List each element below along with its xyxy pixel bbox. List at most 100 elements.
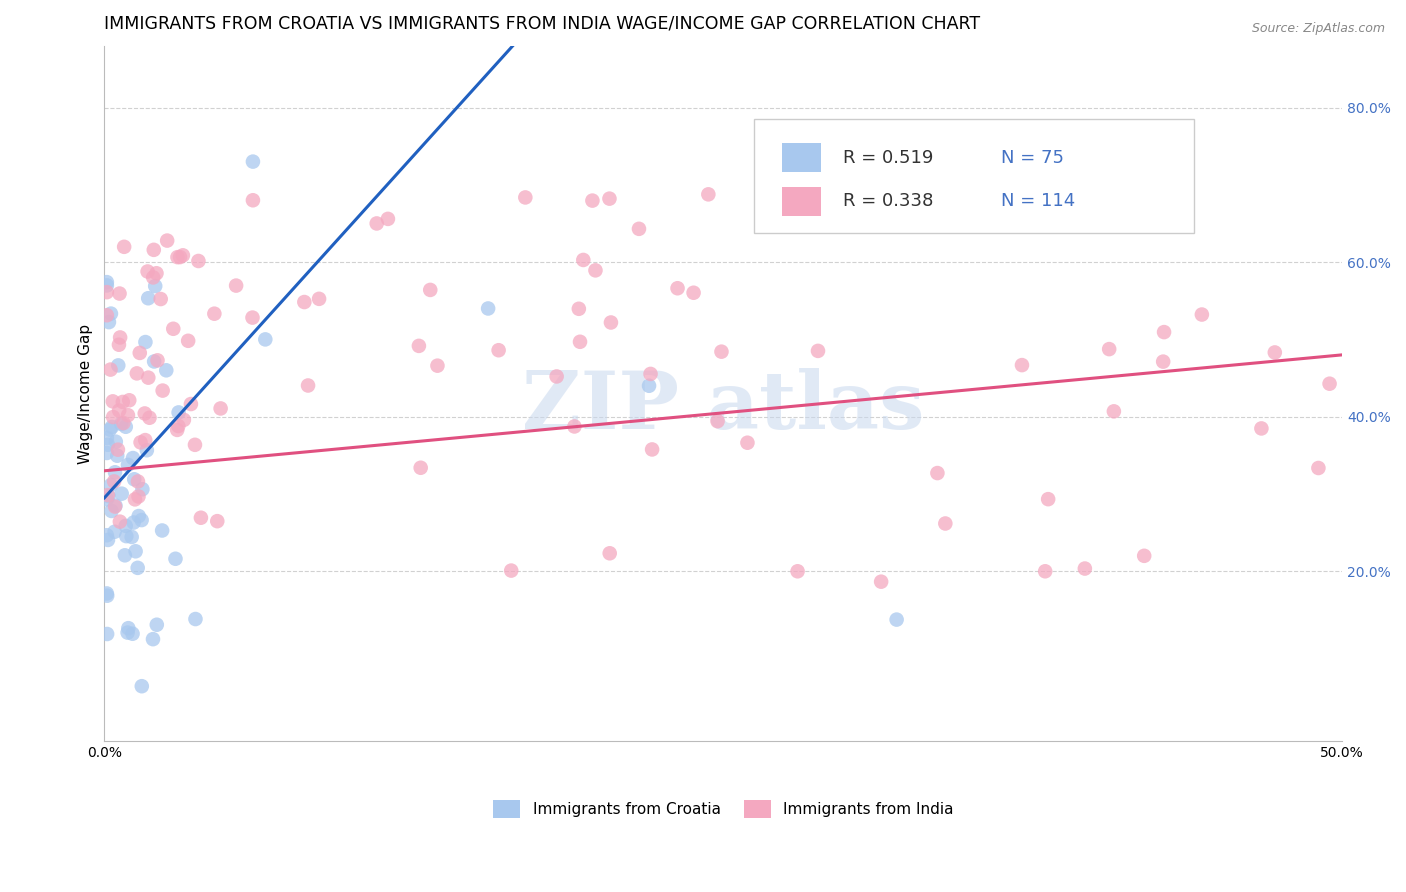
Point bbox=[138, 410, 160, 425]
Point bbox=[118, 393, 141, 408]
Point bbox=[598, 192, 620, 206]
Point bbox=[131, 513, 153, 527]
Point bbox=[100, 504, 122, 518]
Point bbox=[127, 561, 149, 575]
Point bbox=[1102, 404, 1125, 418]
Point bbox=[124, 492, 146, 507]
Point bbox=[886, 613, 908, 627]
Point bbox=[1011, 358, 1033, 372]
Point bbox=[581, 194, 603, 208]
Point bbox=[142, 632, 165, 647]
Point bbox=[515, 190, 537, 204]
Text: Source: ZipAtlas.com: Source: ZipAtlas.com bbox=[1251, 22, 1385, 36]
Point bbox=[108, 403, 131, 417]
Point bbox=[136, 264, 159, 278]
Point bbox=[569, 334, 592, 349]
Point bbox=[96, 431, 118, 445]
Point bbox=[177, 334, 200, 348]
Point bbox=[165, 551, 187, 566]
Point bbox=[184, 612, 207, 626]
Point bbox=[207, 514, 229, 528]
Point bbox=[225, 278, 247, 293]
Point bbox=[111, 395, 134, 409]
Point bbox=[146, 617, 169, 632]
Point bbox=[149, 292, 172, 306]
Point bbox=[104, 500, 127, 514]
Point bbox=[108, 337, 131, 351]
Point bbox=[96, 275, 118, 289]
Point bbox=[97, 533, 120, 547]
Point bbox=[96, 627, 118, 641]
Point bbox=[706, 414, 728, 428]
Point bbox=[167, 419, 190, 434]
Point bbox=[124, 544, 146, 558]
FancyBboxPatch shape bbox=[754, 119, 1194, 234]
Point bbox=[96, 285, 118, 300]
Point bbox=[572, 252, 595, 267]
Point bbox=[104, 499, 127, 513]
Text: ZIP atlas: ZIP atlas bbox=[522, 368, 925, 446]
Text: R = 0.338: R = 0.338 bbox=[844, 193, 934, 211]
Point bbox=[488, 343, 510, 358]
Point bbox=[142, 270, 165, 285]
Point bbox=[152, 384, 174, 398]
Point bbox=[101, 394, 124, 409]
Point bbox=[710, 344, 733, 359]
Point bbox=[100, 362, 122, 376]
Point bbox=[297, 378, 319, 392]
Point bbox=[134, 334, 156, 349]
Point bbox=[190, 510, 212, 524]
Point bbox=[145, 266, 167, 280]
Point bbox=[136, 370, 159, 384]
Point bbox=[1308, 461, 1330, 475]
FancyBboxPatch shape bbox=[782, 187, 821, 216]
Point bbox=[187, 254, 209, 268]
Point bbox=[1074, 561, 1097, 575]
Point bbox=[162, 322, 184, 336]
Point bbox=[108, 286, 131, 301]
Point bbox=[125, 367, 148, 381]
Point bbox=[104, 524, 127, 539]
Point bbox=[121, 626, 143, 640]
Point bbox=[104, 434, 127, 449]
Point bbox=[599, 546, 621, 560]
Point bbox=[97, 489, 120, 503]
Point bbox=[1250, 421, 1272, 435]
Point bbox=[105, 449, 128, 463]
Point bbox=[640, 367, 662, 381]
Point bbox=[627, 222, 650, 236]
Point bbox=[927, 466, 949, 480]
Point bbox=[426, 359, 449, 373]
Point bbox=[366, 217, 388, 231]
Point bbox=[156, 234, 179, 248]
Point bbox=[101, 410, 124, 425]
Point bbox=[143, 354, 166, 368]
Point bbox=[121, 530, 143, 544]
Point bbox=[477, 301, 499, 316]
Point bbox=[122, 451, 145, 466]
Point bbox=[127, 475, 149, 489]
Point bbox=[122, 472, 145, 486]
Point bbox=[501, 564, 523, 578]
Point bbox=[136, 291, 159, 305]
Point bbox=[173, 413, 195, 427]
Legend: Immigrants from Croatia, Immigrants from India: Immigrants from Croatia, Immigrants from… bbox=[486, 794, 960, 824]
Point bbox=[242, 310, 264, 325]
Point bbox=[97, 315, 120, 329]
Point bbox=[172, 248, 194, 262]
Point bbox=[409, 460, 432, 475]
Point bbox=[100, 307, 122, 321]
Point bbox=[697, 187, 720, 202]
Point bbox=[96, 492, 118, 507]
Point bbox=[110, 417, 132, 431]
Point bbox=[666, 281, 689, 295]
Point bbox=[101, 420, 124, 434]
Point bbox=[807, 343, 830, 358]
Point bbox=[682, 285, 704, 300]
Point bbox=[134, 407, 156, 421]
Point bbox=[131, 482, 153, 496]
Point bbox=[96, 589, 118, 603]
Point bbox=[128, 509, 150, 524]
Point bbox=[128, 346, 150, 360]
Point bbox=[1264, 345, 1286, 359]
